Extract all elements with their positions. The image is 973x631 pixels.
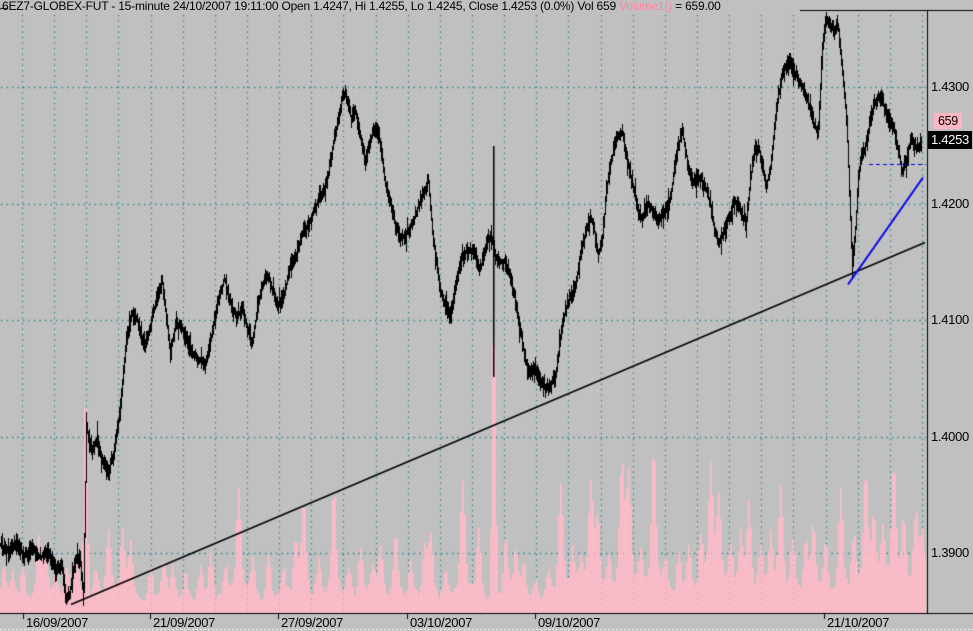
y-axis-label: 1.3900 [931,545,969,560]
y-axis-label: 1.4200 [931,195,969,211]
y-axis-label: 1.4000 [931,428,969,444]
x-axis-label: 16/09/2007 [26,615,89,630]
x-axis-label: 27/09/2007 [281,615,344,630]
chart-title-indicator: Volume1() [619,0,672,13]
x-axis-label: 21/10/2007 [827,615,890,630]
x-axis-label: 03/10/2007 [410,615,473,630]
last-price-badge: 1.4253 [928,131,972,149]
chart-title-indicator-value: = 659.00 [672,0,721,13]
y-axis-label: 1.4300 [931,79,969,94]
volume-badge: 659 [934,113,962,129]
x-axis-label: 09/10/2007 [538,615,601,630]
y-axis-label: 1.4100 [931,312,969,327]
chart-title: 6EZ7-GLOBEX-FUT - 15-minute 24/10/2007 1… [2,0,721,13]
chart-title-main: 6EZ7-GLOBEX-FUT - 15-minute 24/10/2007 1… [2,0,620,13]
x-axis-label: 21/09/2007 [153,615,216,630]
